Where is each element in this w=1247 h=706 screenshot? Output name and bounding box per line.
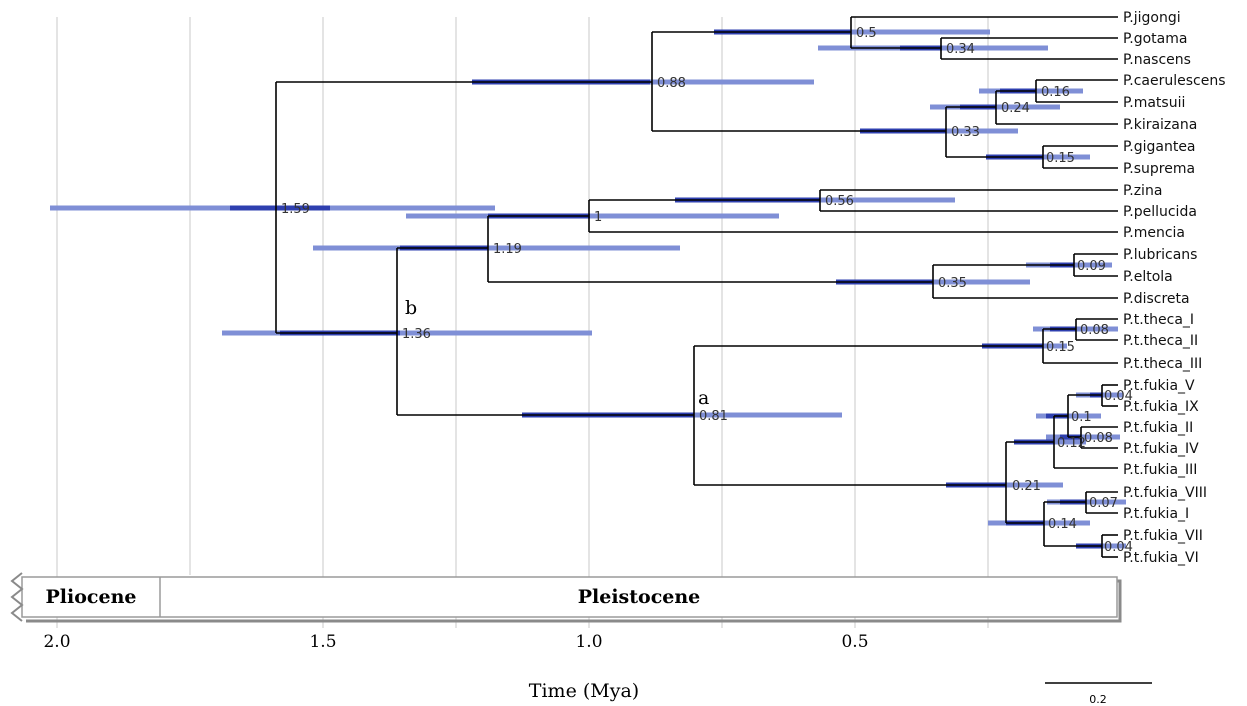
epoch-bar: Pliocene Pleistocene [10, 572, 1122, 623]
grid-lines [56, 17, 989, 628]
axis-tick-label: 1.0 [575, 632, 602, 652]
node-age-label: 0.07 [1089, 496, 1118, 511]
tip-label: P.t.theca_III [1123, 356, 1202, 372]
node-age-labels: 1.59 0.88 0.5 0.34 0.33 0.24 0.16 0.15 1… [281, 26, 1133, 555]
node-age-label: 0.15 [1046, 340, 1075, 355]
tip-labels: P.jigongi P.gotama P.nascens P.caerulesc… [1123, 10, 1226, 566]
axis-tick-label: 1.5 [309, 632, 336, 652]
tip-label: P.t.fukia_IV [1123, 441, 1199, 457]
node-age-label: 0.88 [657, 76, 686, 91]
tip-label: P.mencia [1123, 225, 1185, 241]
node-age-label: 1.36 [402, 327, 431, 342]
tip-label: P.t.theca_II [1123, 333, 1198, 349]
node-age-label: 0.34 [946, 42, 975, 57]
tip-label: P.gotama [1123, 31, 1187, 47]
tip-label: P.t.fukia_III [1123, 462, 1197, 478]
node-age-label: 0.81 [699, 409, 728, 424]
tip-label: P.suprema [1123, 161, 1195, 177]
tip-label: P.t.fukia_VIII [1123, 485, 1207, 501]
tip-label: P.zina [1123, 183, 1162, 199]
node-age-label: 0.08 [1080, 323, 1109, 338]
tip-label: P.pellucida [1123, 204, 1197, 220]
axis-tick-label: 0.5 [841, 632, 868, 652]
epoch-label-pliocene: Pliocene [46, 586, 137, 608]
tip-label: P.jigongi [1123, 10, 1181, 26]
tip-label: P.caerulescens [1123, 73, 1226, 89]
node-age-label: 1 [594, 210, 602, 225]
node-age-label: 0.56 [825, 194, 854, 209]
node-age-label: 0.04 [1104, 389, 1133, 404]
node-age-label: 0.21 [1012, 479, 1041, 494]
tip-label: P.matsuii [1123, 95, 1185, 111]
tip-label: P.t.fukia_VII [1123, 528, 1203, 544]
node-age-label: 0.35 [938, 276, 967, 291]
node-age-label: 0.5 [856, 26, 877, 41]
node-age-label: 0.09 [1077, 259, 1106, 274]
tip-label: P.eltola [1123, 269, 1173, 285]
node-age-label: 0.12 [1057, 436, 1086, 451]
time-axis: 2.0 1.5 1.0 0.5 Time (Mya) [43, 632, 868, 702]
tip-label: P.t.theca_I [1123, 312, 1194, 328]
clade-marker-a: a [698, 387, 709, 409]
tip-label: P.kiraizana [1123, 117, 1197, 133]
tip-label: P.gigantea [1123, 139, 1196, 155]
scale-bar-label: 0.2 [1089, 693, 1107, 706]
node-age-label: 1.19 [493, 242, 522, 257]
node-age-label: 0.24 [1001, 101, 1030, 116]
node-age-label: 0.1 [1071, 410, 1092, 425]
tip-label: P.t.fukia_I [1123, 506, 1189, 522]
epoch-bar-frame [21, 576, 1118, 618]
tip-label: P.lubricans [1123, 247, 1197, 263]
node-age-label: 0.04 [1104, 540, 1133, 555]
tip-label: P.t.fukia_II [1123, 420, 1193, 436]
axis-title: Time (Mya) [529, 680, 639, 702]
node-age-label: 0.08 [1084, 431, 1113, 446]
tree-branches [275, 16, 1118, 558]
tip-label: P.t.fukia_VI [1123, 550, 1199, 566]
broken-scale-icon [10, 572, 24, 622]
epoch-label-pleistocene: Pleistocene [578, 586, 701, 608]
tip-label: P.discreta [1123, 291, 1190, 307]
node-age-label: 0.16 [1041, 85, 1070, 100]
axis-tick-label: 2.0 [43, 632, 70, 652]
node-age-label: 0.33 [951, 125, 980, 140]
node-age-label: 1.59 [281, 202, 310, 217]
scale-bar: 0.2 [1045, 682, 1152, 706]
node-age-label: 0.14 [1048, 517, 1077, 532]
tip-label: P.t.fukia_V [1123, 378, 1195, 394]
tip-label: P.nascens [1123, 52, 1191, 68]
tip-label: P.t.fukia_IX [1123, 399, 1199, 415]
node-age-label: 0.15 [1046, 151, 1075, 166]
clade-marker-b: b [405, 297, 417, 319]
